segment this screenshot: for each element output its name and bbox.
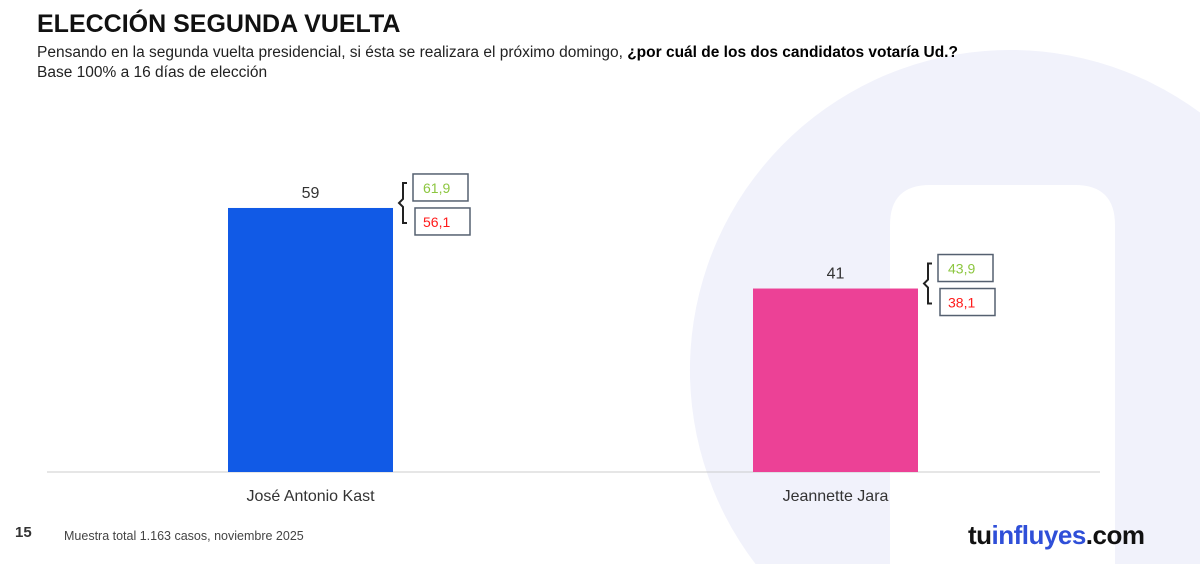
upper-bound-box <box>937 253 994 283</box>
logo-part-com: .com <box>1085 520 1145 550</box>
bar-1 <box>753 288 918 472</box>
page-number: 15 <box>15 524 32 541</box>
question-bold: ¿por cuál de los dos candidatos votaría … <box>627 44 958 61</box>
bar-0 <box>228 207 393 472</box>
bar-value-label: 41 <box>827 266 845 283</box>
upper-bound-label: 43,9 <box>948 261 975 277</box>
upper-bound-label: 61,9 <box>423 180 450 196</box>
logo-part-influyes: influyes <box>991 520 1087 550</box>
logo: tuinfluyes.com <box>968 520 1145 550</box>
question-text: Pensando en la segunda vuelta presidenci… <box>37 44 958 62</box>
bracket-icon <box>922 262 932 305</box>
bar-value-label: 59 <box>302 185 320 202</box>
lower-bound-label: 38,1 <box>948 295 975 311</box>
lower-bound-label: 56,1 <box>423 214 450 230</box>
lower-bound-box <box>939 287 996 317</box>
logo-part-tu: tu <box>968 520 992 550</box>
base-text: Base 100% a 16 días de elección <box>37 64 268 81</box>
upper-bound-box <box>412 173 469 202</box>
sample-note: Muestra total 1.163 casos, noviembre 202… <box>64 529 304 543</box>
category-label: José Antonio Kast <box>246 488 375 505</box>
bracket-icon <box>397 181 407 224</box>
lower-bound-box <box>414 207 471 236</box>
page-title: ELECCIÓN SEGUNDA VUELTA <box>37 10 401 38</box>
category-label: Jeannette Jara <box>783 488 889 505</box>
question-plain: Pensando en la segunda vuelta presidenci… <box>37 44 628 61</box>
